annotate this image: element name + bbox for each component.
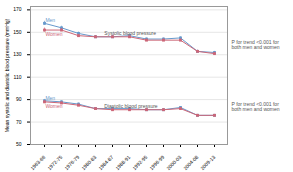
svg-text:Women: Women <box>45 31 62 37</box>
svg-text:P for trend <0.001 forboth men: P for trend <0.001 forboth men and women <box>232 39 280 50</box>
svg-text:Men: Men <box>45 17 55 23</box>
svg-text:1992-95: 1992-95 <box>131 154 148 171</box>
svg-text:Mean systolic and diastolic bl: Mean systolic and diastolic blood pressu… <box>4 18 10 132</box>
svg-text:1980-83: 1980-83 <box>80 154 97 171</box>
svg-text:2004-08: 2004-08 <box>182 154 199 171</box>
svg-text:150: 150 <box>13 29 22 35</box>
svg-text:2000-03: 2000-03 <box>165 154 182 171</box>
svg-text:70: 70 <box>16 119 22 125</box>
svg-text:110: 110 <box>14 74 22 80</box>
svg-text:2009-13: 2009-13 <box>199 154 216 171</box>
svg-text:Women: Women <box>45 103 62 109</box>
svg-text:90: 90 <box>16 96 22 102</box>
svg-text:P for trend <0.001 forboth men: P for trend <0.001 forboth men and women <box>232 101 280 112</box>
svg-text:1984-87: 1984-87 <box>97 154 114 171</box>
svg-text:1996-99: 1996-99 <box>148 154 165 171</box>
svg-text:Systolic blood pressure: Systolic blood pressure <box>104 30 156 36</box>
svg-text:Diastolic blood pressure: Diastolic blood pressure <box>104 103 158 109</box>
svg-text:Men: Men <box>45 95 55 101</box>
svg-text:1963-66: 1963-66 <box>29 154 46 171</box>
svg-text:1976-79: 1976-79 <box>63 154 80 171</box>
svg-text:170: 170 <box>13 6 22 12</box>
svg-text:1972-75: 1972-75 <box>46 154 63 171</box>
svg-text:130: 130 <box>13 51 22 57</box>
svg-text:1988-91: 1988-91 <box>114 154 131 171</box>
svg-text:50: 50 <box>16 141 22 147</box>
